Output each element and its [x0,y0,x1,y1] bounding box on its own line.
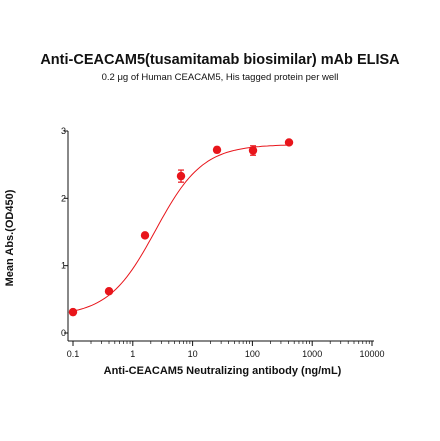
y-tick-label: 2 [61,193,66,203]
data-point-group [176,169,186,183]
x-tick-label: 10 [188,349,198,359]
data-points [68,138,294,317]
x-axis-title: Anti-CEACAM5 Neutralizing antibody (ng/m… [104,365,342,377]
data-point-group [212,145,222,155]
data-point [176,171,186,181]
chart-title: Anti-CEACAM5(tusamitamab biosimilar) mAb… [40,52,400,68]
data-point-group [104,287,114,296]
y-ticks: 0 1 2 3 [61,126,68,338]
data-point-group [284,138,294,147]
y-tick-label: 1 [61,261,66,271]
x-tick-label: 1 [130,349,135,359]
data-point [68,307,78,317]
data-point [248,146,258,155]
y-tick-label: 3 [61,126,66,136]
y-axis-title: Mean Abs.(OD450) [4,189,16,286]
chart-subtitle: 0.2 μg of Human CEACAM5, His tagged prot… [101,72,339,83]
x-ticks: 0.1 1 10 100 1000 10000 [67,341,385,359]
data-point-group [248,145,258,156]
data-point-group [140,231,150,240]
data-point [104,287,114,296]
data-point-group [68,307,78,317]
x-tick-label: 100 [245,349,260,359]
data-point [140,231,150,240]
data-point [212,145,222,155]
y-tick-label: 0 [61,328,66,338]
x-tick-label: 0.1 [67,349,80,359]
x-tick-label: 1000 [302,349,322,359]
data-point [284,138,294,147]
x-tick-label: 10000 [359,349,384,359]
